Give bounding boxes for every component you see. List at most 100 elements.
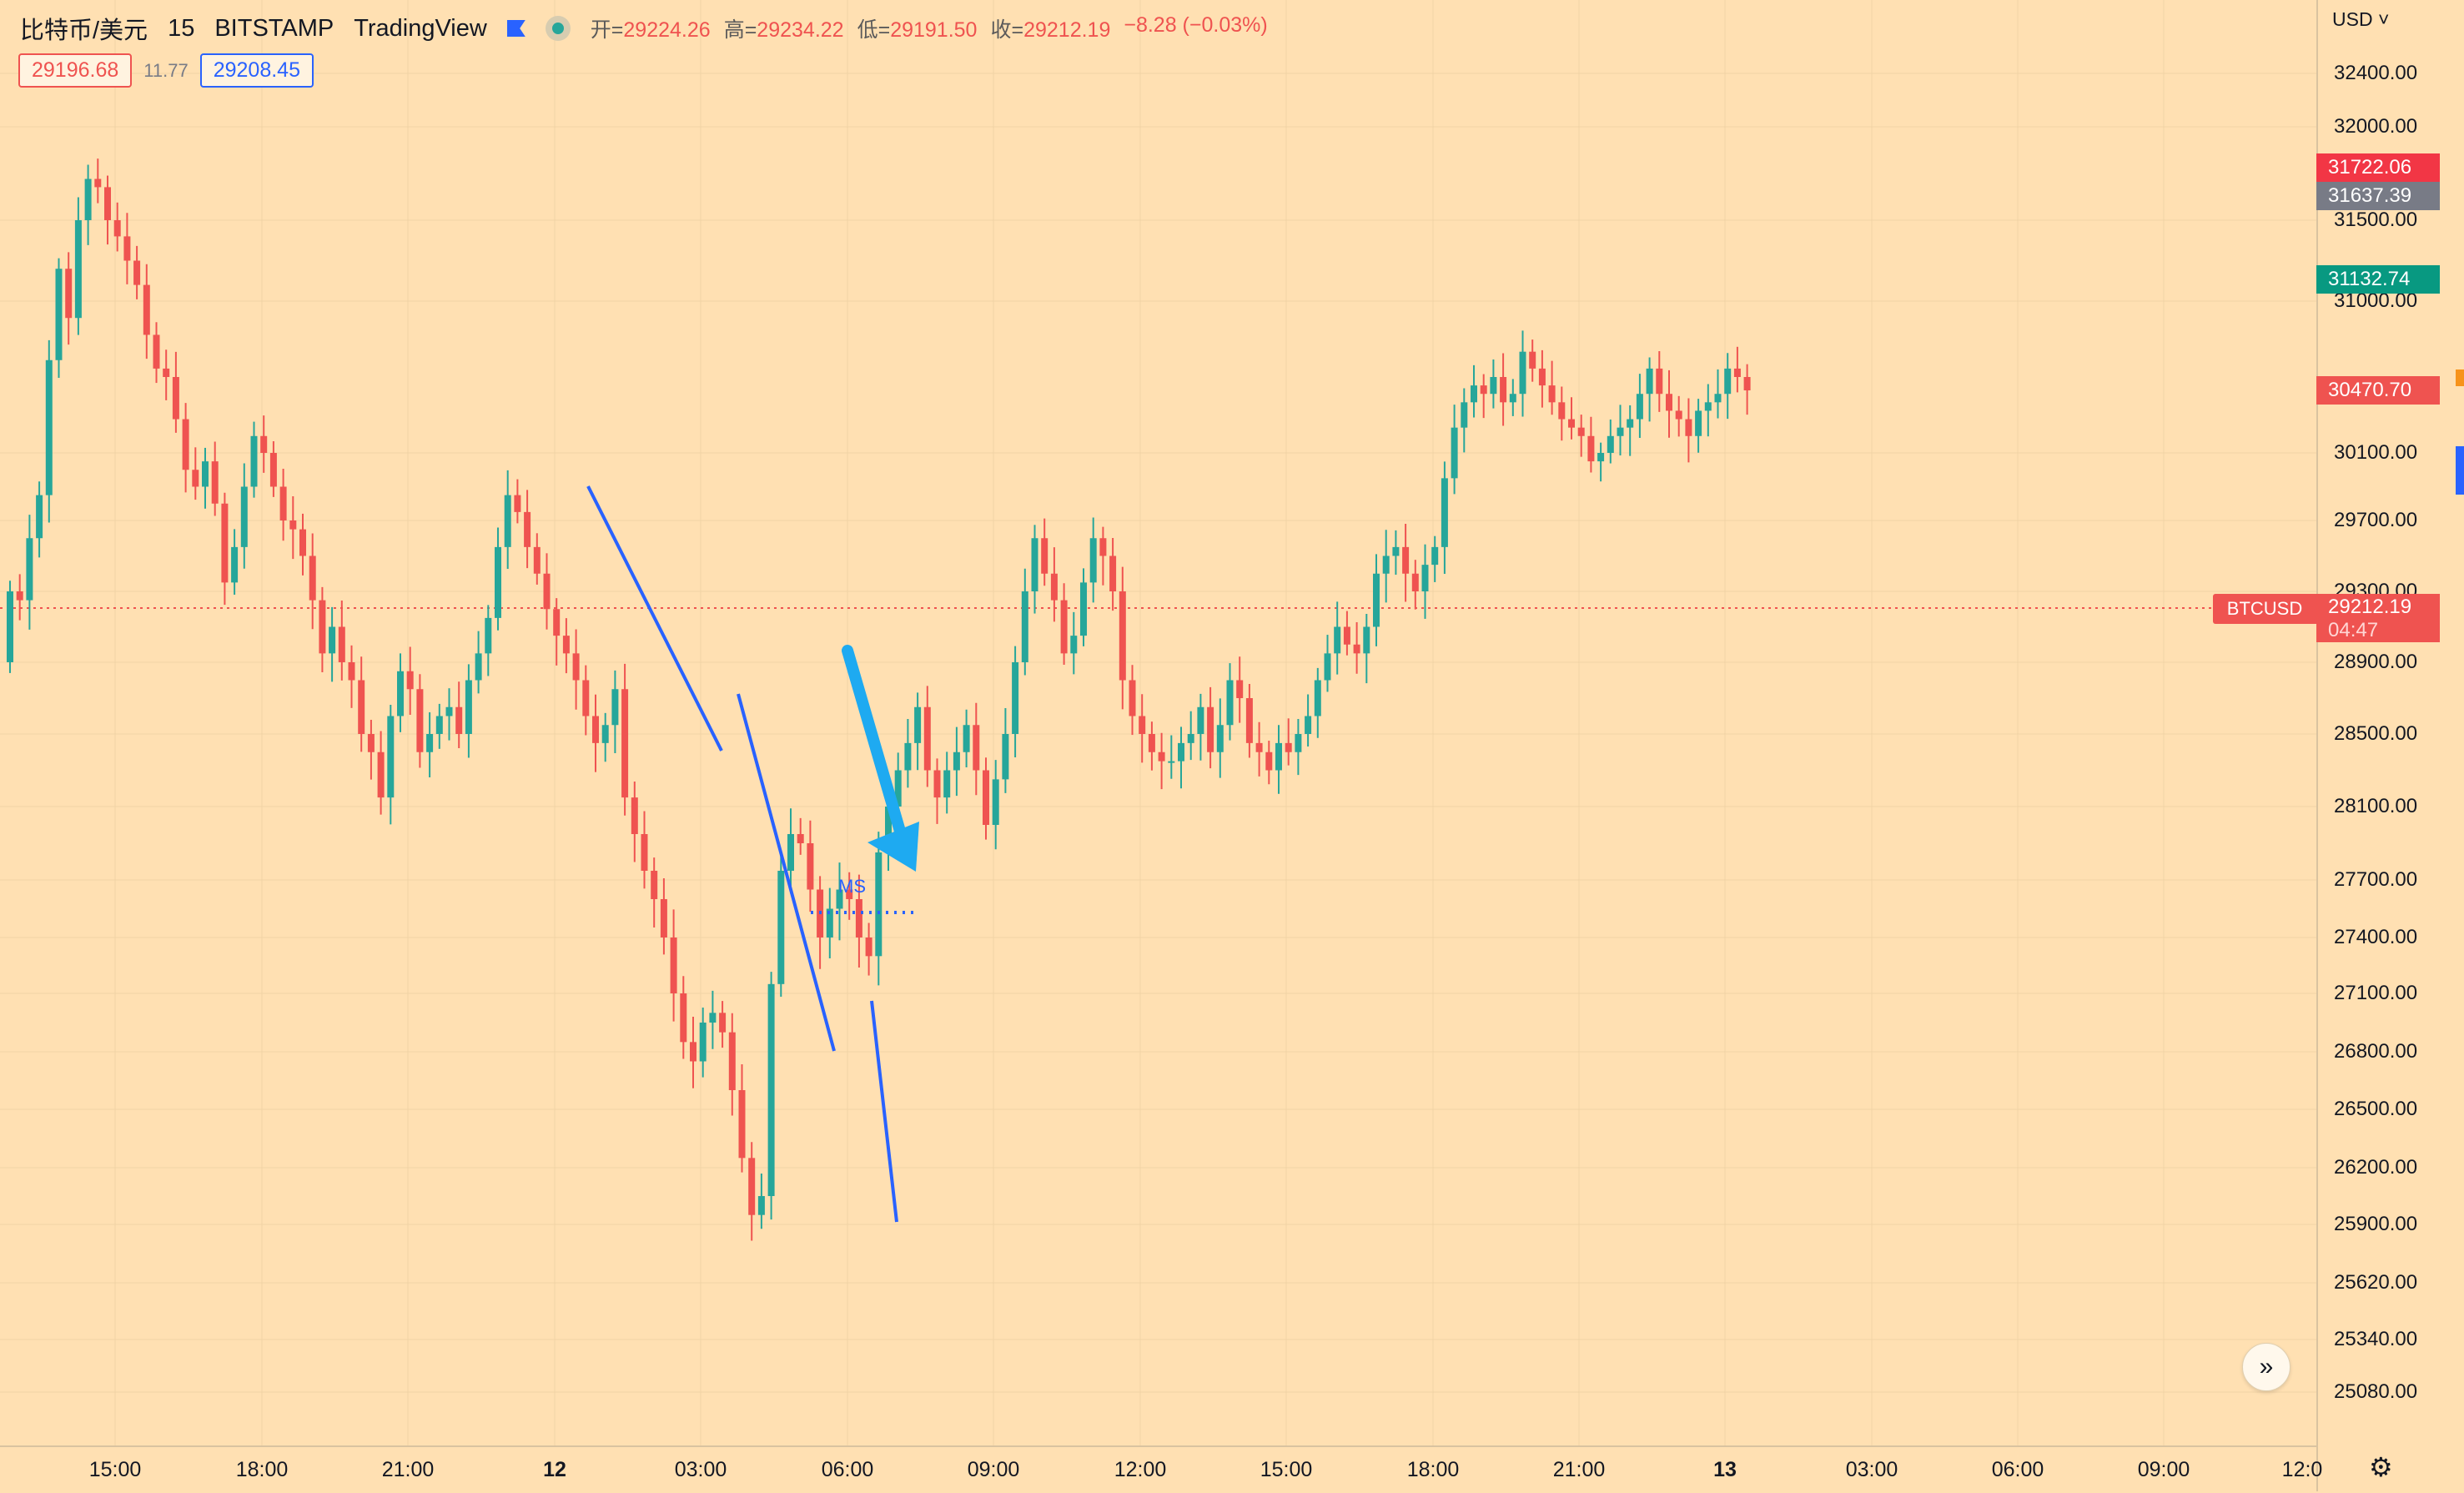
change-value: −8.28 (−0.03%)	[1124, 13, 1268, 37]
candle-up	[1012, 662, 1019, 734]
close-value: 29212.19	[1023, 18, 1111, 42]
candle-up	[1187, 734, 1194, 743]
candle-down	[172, 377, 179, 420]
candle-up	[495, 546, 501, 618]
candle-up	[250, 435, 258, 487]
candle-up	[1324, 653, 1331, 681]
candle-up	[787, 834, 794, 871]
candle-down	[1119, 591, 1126, 681]
candle-down	[123, 236, 131, 261]
time-tick-label: 18:00	[1406, 1458, 1460, 1481]
candle-down	[738, 1090, 746, 1159]
bar-countdown: 04:47	[2328, 619, 2379, 641]
candle-up	[485, 617, 492, 654]
high-label: 高=	[723, 18, 757, 42]
price-tick-label: 27700.00	[2334, 868, 2418, 891]
candle-up	[894, 770, 902, 807]
double-chevron-right-icon: »	[2259, 1353, 2274, 1380]
candle-up	[1714, 394, 1722, 403]
candle-down	[1500, 377, 1507, 403]
trend-line-1[interactable]	[586, 485, 723, 752]
candle-down	[260, 435, 268, 453]
gear-icon[interactable]: ⚙	[2369, 1452, 2393, 1482]
sell-button[interactable]: 29196.68	[18, 53, 133, 88]
time-tick-label: 12	[543, 1458, 566, 1481]
candle-down	[1538, 368, 1546, 386]
candle-up	[1216, 725, 1224, 752]
price-level-tag: 30470.70	[2316, 376, 2440, 405]
candle-down	[1548, 385, 1556, 403]
candle-down	[1685, 419, 1692, 436]
candle-down	[367, 734, 375, 752]
candle-down	[1675, 410, 1682, 420]
candle-up	[1451, 427, 1458, 479]
candle-up	[1197, 706, 1204, 734]
price-level-tag: 31637.39	[2316, 182, 2440, 210]
ohlc-values: 开=29224.26 高=29234.22 低=29191.50 收=29212…	[591, 13, 1268, 43]
price-chart[interactable]	[0, 0, 2316, 1445]
candle-down	[1343, 626, 1350, 645]
candle-up	[1226, 680, 1234, 726]
candle-up	[426, 734, 434, 752]
price-tick-label: 25340.00	[2334, 1328, 2418, 1350]
candle-up	[1275, 742, 1282, 771]
candle-down	[455, 706, 463, 734]
candle-up	[767, 983, 775, 1196]
market-status-icon[interactable]	[545, 16, 571, 41]
interval-label[interactable]: 15	[168, 14, 195, 42]
candle-down	[94, 178, 102, 188]
price-tick-label: 28500.00	[2334, 722, 2418, 745]
currency-label: USD	[2332, 8, 2373, 30]
price-tick-label: 28900.00	[2334, 651, 2418, 673]
candle-up	[1617, 427, 1624, 436]
candle-down	[1255, 742, 1263, 752]
candle-up	[1002, 734, 1009, 780]
candle-up	[74, 220, 82, 319]
candle-up	[1070, 636, 1078, 654]
candle-down	[719, 1013, 727, 1033]
trend-line-2[interactable]	[737, 693, 836, 1052]
price-tick-label: 25620.00	[2334, 1271, 2418, 1294]
candle-down	[865, 938, 872, 957]
candle-up	[826, 908, 833, 938]
chart-area[interactable]: MS	[0, 0, 2316, 1445]
scale-edge-marker-orange	[2456, 369, 2464, 386]
candle-up	[1363, 626, 1370, 654]
candle-down	[1656, 368, 1663, 395]
candle-down	[1050, 573, 1058, 601]
candle-up	[777, 871, 785, 984]
candle-down	[1139, 716, 1146, 734]
candle-up	[836, 889, 843, 909]
candle-up	[1080, 582, 1087, 636]
time-tick-label: 09:00	[2137, 1458, 2190, 1481]
candle-up	[1031, 538, 1038, 591]
candle-down	[933, 770, 941, 798]
buy-button[interactable]: 29208.45	[199, 53, 314, 88]
candle-down	[133, 260, 141, 285]
scroll-to-realtime-button[interactable]: »	[2242, 1343, 2291, 1391]
candle-up	[1168, 761, 1175, 763]
time-tick-label: 13	[1713, 1458, 1737, 1481]
candle-up	[1431, 546, 1439, 566]
price-scale[interactable]	[2316, 0, 2464, 1491]
time-tick-label: 15:00	[88, 1458, 142, 1481]
candle-down	[299, 529, 306, 556]
exchange-label: BITSTAMP	[214, 14, 334, 42]
candle-up	[1305, 716, 1312, 734]
candle-down	[65, 269, 73, 319]
candle-up	[1597, 453, 1605, 462]
candle-down	[16, 591, 23, 601]
candle-up	[1724, 368, 1732, 395]
candle-down	[631, 797, 638, 834]
time-scale[interactable]	[0, 1445, 2316, 1493]
currency-selector[interactable]: USD ˅	[2332, 8, 2389, 31]
trend-line-3[interactable]	[870, 1000, 898, 1223]
flag-icon[interactable]	[506, 20, 525, 37]
arrow-annotation[interactable]	[842, 645, 919, 872]
candle-up	[1089, 538, 1097, 583]
candle-up	[1392, 546, 1400, 556]
symbol-name[interactable]: 比特币/美元	[20, 18, 148, 44]
candle-up	[1490, 377, 1497, 395]
time-tick-label: 03:00	[1845, 1458, 1898, 1481]
candle-up	[231, 546, 239, 583]
